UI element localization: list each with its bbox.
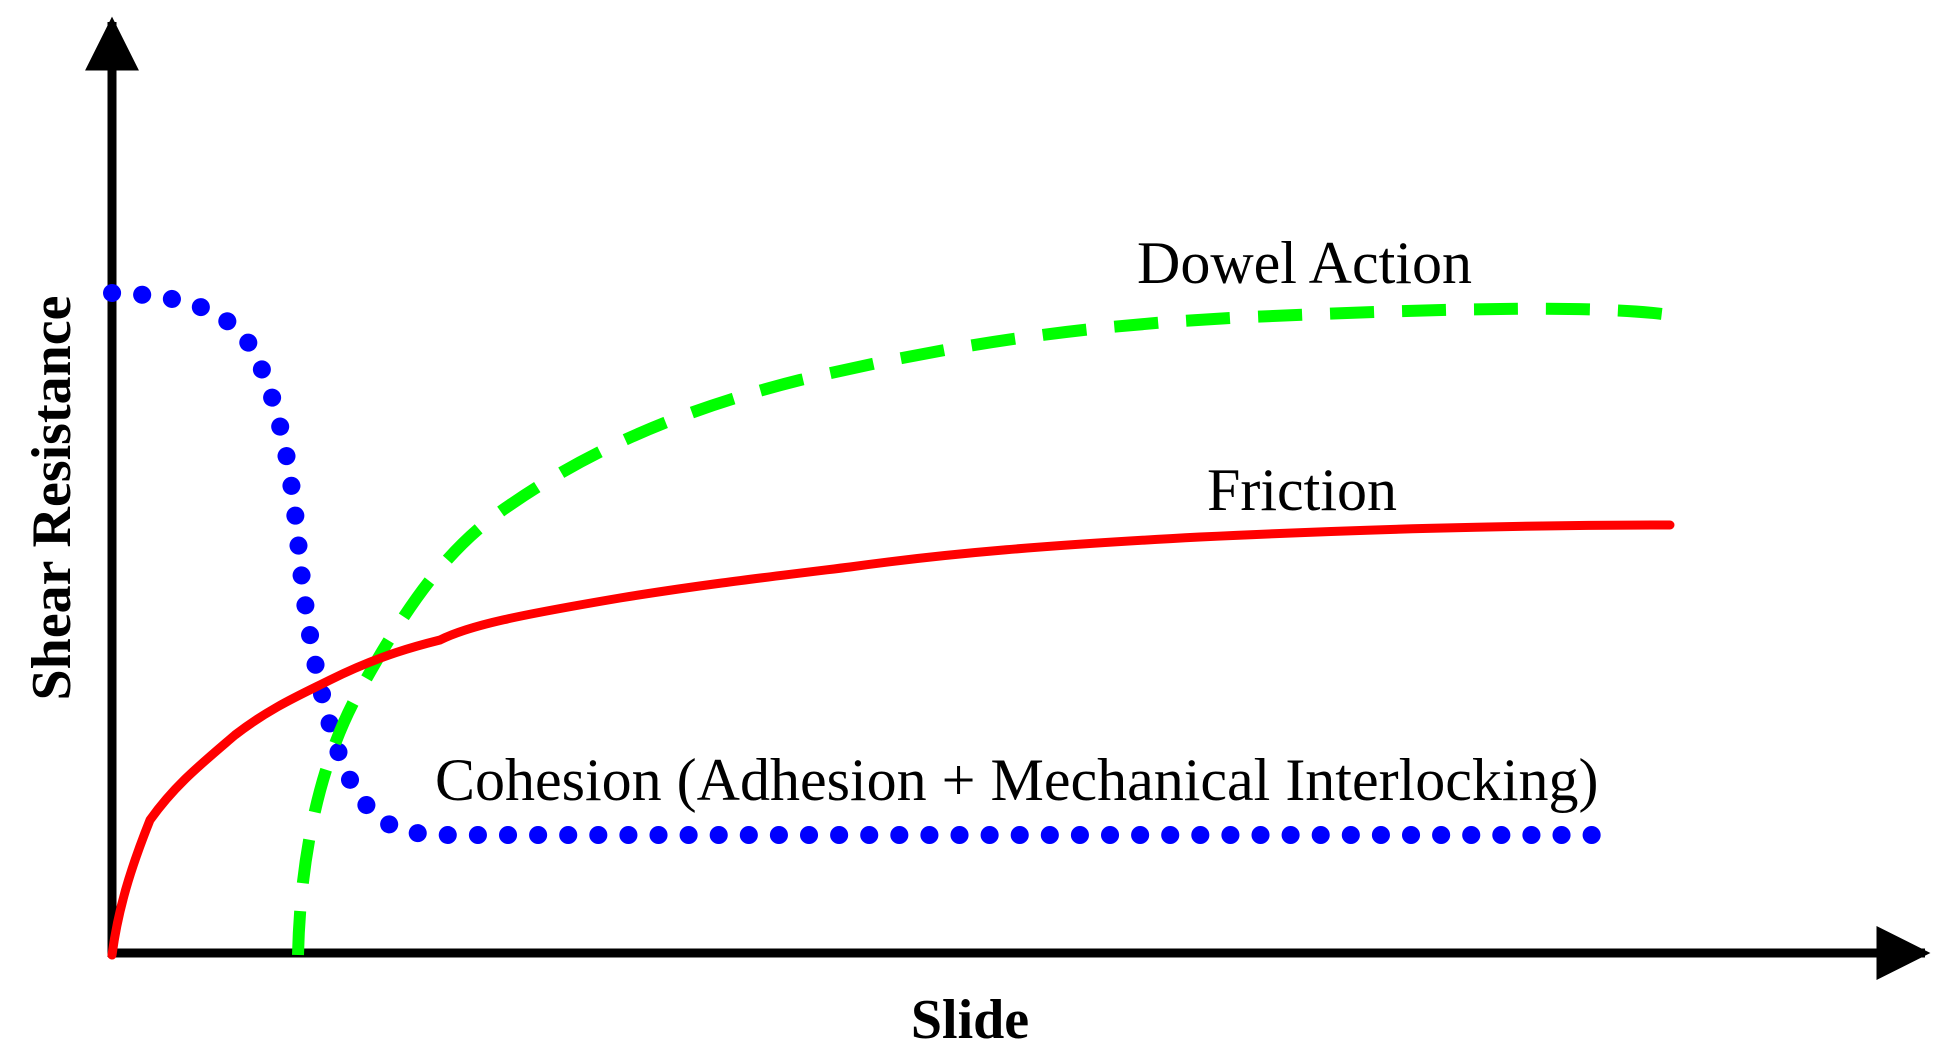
x-axis-title: Slide — [911, 989, 1029, 1051]
axes — [85, 16, 1931, 980]
dowel-action-label: Dowel Action — [1137, 230, 1472, 296]
friction-label: Friction — [1207, 457, 1397, 523]
curves — [103, 284, 1675, 960]
curve-labels: Dowel Action Friction Cohesion (Adhesion… — [435, 230, 1599, 813]
cohesion-label: Cohesion (Adhesion + Mechanical Interloc… — [435, 747, 1599, 813]
cohesion-curve — [103, 284, 1629, 844]
y-axis-title: Shear Resistance — [21, 296, 83, 701]
friction-curve — [107, 520, 1675, 960]
dowel-action-curve — [292, 302, 1671, 956]
